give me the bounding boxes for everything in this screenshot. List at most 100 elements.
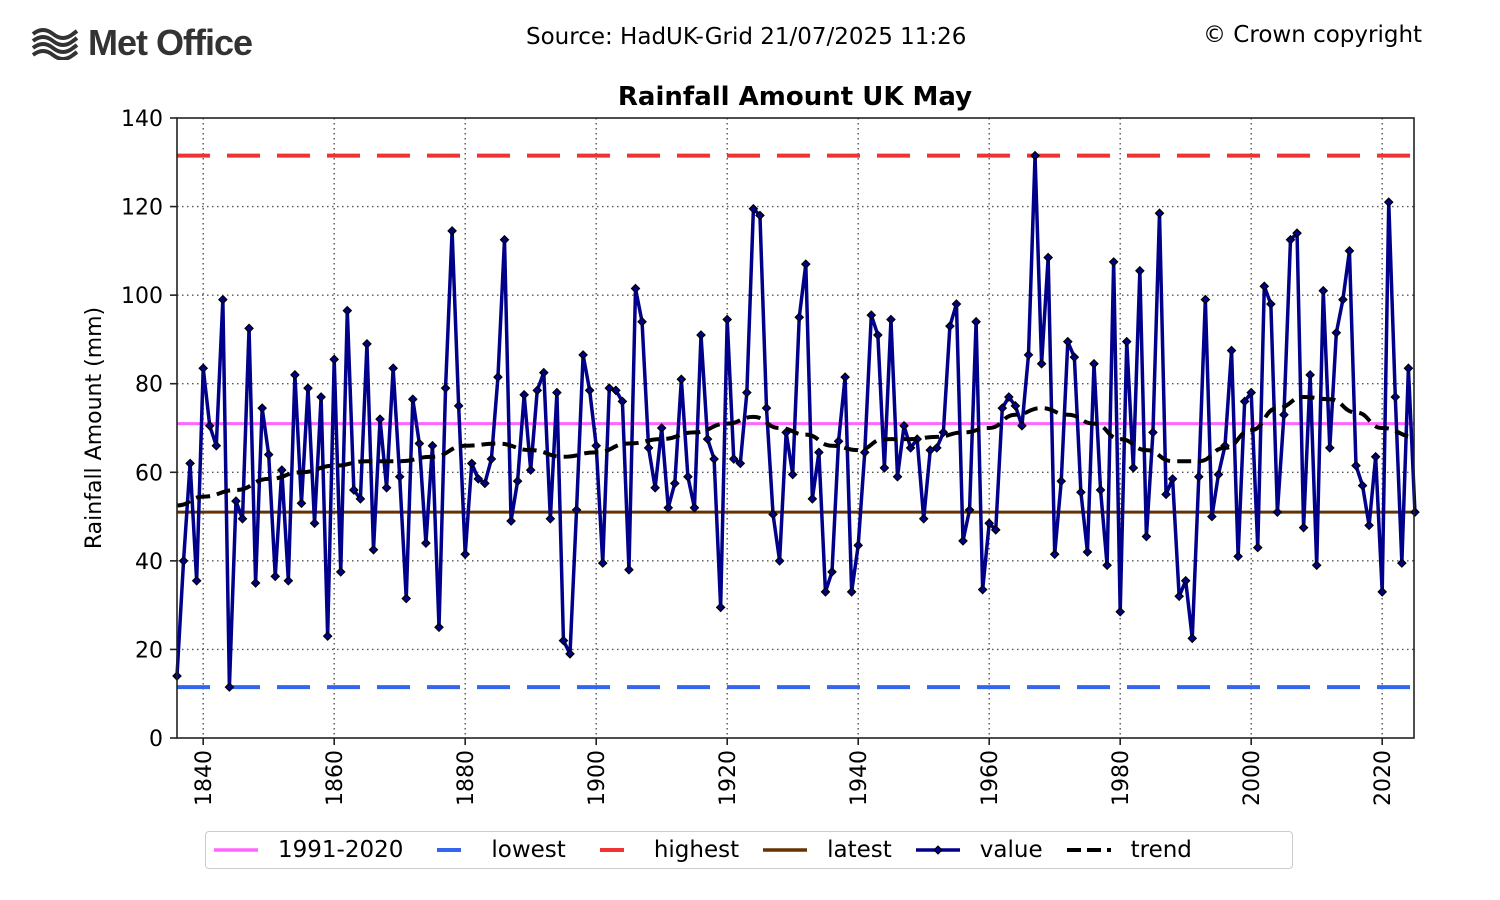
- plot-frame: [176, 117, 1415, 739]
- legend-swatch: [763, 848, 808, 852]
- met-office-logo: Met Office: [30, 22, 253, 64]
- value-point: [1364, 520, 1374, 531]
- value-point: [1154, 208, 1165, 219]
- value-point: [178, 556, 189, 566]
- value-point: [1017, 420, 1027, 431]
- value-point: [728, 454, 739, 464]
- value-point: [722, 314, 733, 325]
- value-point: [814, 447, 824, 458]
- value-point: [427, 440, 438, 451]
- legend-label: latest: [827, 837, 892, 863]
- value-point: [794, 312, 805, 323]
- value-point: [1259, 281, 1270, 292]
- value-point: [532, 385, 543, 396]
- value-point: [1180, 575, 1191, 586]
- value-point: [1056, 476, 1067, 486]
- value-point: [1226, 345, 1237, 356]
- value-point: [1043, 252, 1053, 263]
- value-point: [1266, 299, 1276, 309]
- value-point: [755, 210, 765, 221]
- value-point: [787, 469, 798, 480]
- legend: 1991-2020 lowest highest latest value trend: [205, 831, 1293, 869]
- value-point: [938, 427, 949, 438]
- chart-title: Rainfall Amount UK May: [618, 82, 972, 112]
- value-point: [414, 438, 425, 449]
- x-tick-label: 1860: [323, 750, 348, 806]
- value-point: [512, 476, 523, 486]
- value-point: [696, 330, 706, 340]
- x-tick-label: 1900: [585, 750, 610, 806]
- value-point: [191, 575, 202, 586]
- value-point: [211, 440, 222, 451]
- value-point: [663, 502, 674, 513]
- value-point: [611, 385, 621, 396]
- value-point: [827, 567, 837, 577]
- value-point: [381, 482, 392, 493]
- value-point: [689, 502, 700, 513]
- value-point: [853, 540, 864, 551]
- value-point: [1292, 228, 1302, 238]
- value-point: [768, 509, 778, 520]
- value-point: [1344, 246, 1355, 256]
- value-point: [964, 505, 975, 515]
- y-tick-label: 120: [121, 196, 163, 221]
- value-point: [309, 518, 320, 529]
- value-point: [742, 387, 752, 398]
- value-point: [892, 471, 903, 482]
- value-point: [840, 372, 850, 382]
- value-point: [879, 463, 890, 473]
- value-point: [1062, 336, 1073, 347]
- value-point: [1193, 471, 1204, 482]
- value-point: [1272, 507, 1283, 517]
- value-point: [1069, 352, 1080, 362]
- x-tick-label: 1960: [978, 750, 1003, 806]
- value-point: [1030, 150, 1040, 161]
- value-point: [1121, 336, 1132, 347]
- value-point: [434, 622, 444, 633]
- y-tick-label: 100: [121, 284, 163, 309]
- value-point: [283, 575, 294, 586]
- value-point: [244, 323, 254, 334]
- value-point: [276, 465, 287, 475]
- x-tick-label: 2000: [1240, 750, 1265, 806]
- x-tick-label: 1980: [1109, 750, 1134, 806]
- value-point: [584, 385, 595, 396]
- value-point: [643, 443, 654, 453]
- value-point: [1115, 606, 1126, 617]
- y-tick-label: 60: [135, 461, 163, 486]
- value-point: [1383, 197, 1394, 207]
- value-point: [250, 578, 261, 588]
- value-point: [421, 538, 431, 548]
- value-line: [175, 153, 1417, 689]
- trend-line: [176, 394, 1416, 508]
- value-point: [1390, 392, 1401, 402]
- value-point: [270, 571, 281, 582]
- value-point: [506, 516, 516, 526]
- y-tick-label: 40: [135, 550, 163, 575]
- value-point: [473, 474, 484, 484]
- value-point: [1305, 370, 1315, 380]
- legend-swatch: [915, 845, 960, 855]
- value-point: [1239, 396, 1250, 407]
- value-point: [945, 321, 955, 331]
- value-point: [440, 383, 451, 393]
- value-point: [401, 593, 412, 604]
- value-point: [669, 478, 680, 489]
- logo-text: Met Office: [88, 22, 253, 63]
- value-point: [237, 513, 248, 524]
- value-point: [552, 387, 562, 398]
- axes: 0 20 40 60 80 100 120 140 1840 1860 1880 1900 1920 19…: [121, 107, 1415, 806]
- value-point: [800, 259, 811, 269]
- value-point: [709, 454, 719, 464]
- value-point: [1076, 487, 1086, 498]
- value-point: [984, 518, 995, 529]
- value-point: [198, 363, 209, 374]
- value-point: [1108, 257, 1119, 267]
- value-point: [1128, 463, 1139, 473]
- value-point: [859, 447, 870, 458]
- legend-item-trend: trend: [1065, 837, 1192, 863]
- value-point: [1338, 294, 1348, 305]
- value-point: [1187, 633, 1198, 644]
- value-point: [591, 440, 602, 451]
